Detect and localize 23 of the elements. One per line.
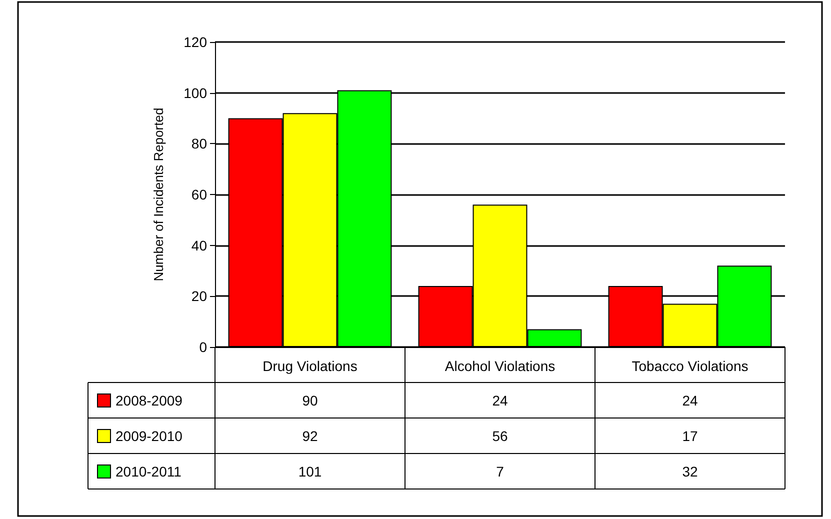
y-tick-label: 60 bbox=[191, 186, 208, 202]
data-label: 24 bbox=[492, 392, 508, 408]
x-tick-label: Alcohol Violations bbox=[444, 358, 556, 374]
legend-label: 2008-2009 bbox=[116, 392, 183, 408]
data-label: 24 bbox=[682, 392, 698, 408]
data-label: 7 bbox=[496, 463, 504, 480]
y-tick-label: 40 bbox=[191, 237, 208, 254]
x-tick-label: Drug Violations bbox=[262, 358, 358, 374]
data-label: 56 bbox=[492, 428, 508, 444]
y-tick-label: 0 bbox=[199, 339, 208, 355]
data-label: 90 bbox=[302, 392, 318, 408]
y-tick-label: 80 bbox=[191, 136, 208, 152]
y-tick-label: 100 bbox=[184, 84, 208, 101]
y-axis-title: Number of Incidents Reported bbox=[151, 108, 166, 282]
legend-label: 2009-2010 bbox=[116, 428, 183, 444]
legend-label: 2010-2011 bbox=[116, 464, 182, 480]
y-tick-label: 20 bbox=[191, 288, 208, 304]
data-label: 32 bbox=[682, 463, 698, 480]
x-tick-label: Tobacco Violations bbox=[632, 358, 748, 374]
data-label: 17 bbox=[682, 428, 698, 444]
data-label: 101 bbox=[298, 463, 322, 480]
y-tick-label: 120 bbox=[184, 34, 208, 50]
data-label: 92 bbox=[302, 428, 318, 444]
